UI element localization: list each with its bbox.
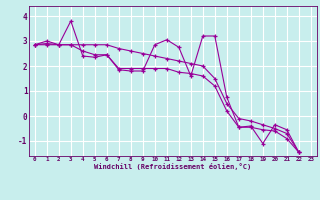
X-axis label: Windchill (Refroidissement éolien,°C): Windchill (Refroidissement éolien,°C): [94, 163, 252, 170]
